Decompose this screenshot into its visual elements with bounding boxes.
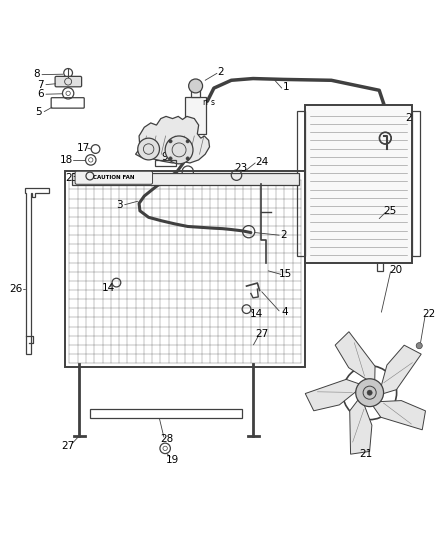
Polygon shape: [305, 379, 360, 411]
Text: 9: 9: [162, 152, 168, 162]
Bar: [305, 104, 412, 263]
Polygon shape: [350, 399, 372, 454]
Bar: [297, 111, 305, 256]
Circle shape: [186, 157, 189, 160]
Polygon shape: [335, 332, 375, 381]
Text: 15: 15: [279, 269, 292, 279]
Text: 20: 20: [389, 265, 403, 275]
Polygon shape: [373, 401, 425, 430]
Text: 6: 6: [37, 89, 44, 99]
Text: s: s: [211, 98, 215, 107]
Circle shape: [169, 157, 172, 160]
Text: 27: 27: [255, 329, 268, 339]
Text: 3: 3: [116, 200, 122, 209]
Polygon shape: [381, 345, 421, 394]
Text: 2: 2: [406, 112, 412, 123]
Circle shape: [189, 79, 202, 93]
Text: 25: 25: [383, 206, 397, 216]
Bar: [71, 173, 299, 185]
Text: 28: 28: [160, 434, 173, 444]
Text: 2: 2: [184, 175, 191, 185]
Circle shape: [416, 343, 422, 349]
FancyBboxPatch shape: [75, 171, 152, 184]
Circle shape: [138, 138, 159, 160]
Text: 8: 8: [33, 69, 40, 79]
Text: 14: 14: [250, 309, 263, 319]
Text: 2: 2: [217, 67, 224, 77]
Text: 23: 23: [65, 173, 78, 183]
Polygon shape: [136, 116, 209, 163]
FancyBboxPatch shape: [55, 76, 81, 87]
Text: 22: 22: [423, 309, 436, 319]
Text: 1: 1: [283, 82, 289, 92]
Bar: [65, 171, 305, 367]
Circle shape: [186, 140, 189, 143]
Circle shape: [356, 379, 384, 407]
Text: 21: 21: [360, 449, 373, 459]
Bar: [357, 202, 383, 250]
Circle shape: [367, 390, 372, 395]
Text: 23: 23: [234, 163, 247, 173]
Text: 4: 4: [281, 307, 288, 317]
Text: 5: 5: [35, 108, 42, 117]
Bar: [155, 160, 176, 166]
Text: 26: 26: [10, 284, 23, 294]
Text: 24: 24: [255, 157, 268, 167]
Bar: [90, 409, 242, 418]
Text: 27: 27: [61, 441, 75, 451]
Text: 18: 18: [60, 155, 74, 165]
Text: n: n: [202, 98, 207, 107]
Text: 19: 19: [166, 455, 179, 465]
Circle shape: [169, 140, 172, 143]
Bar: [185, 97, 206, 134]
Text: 14: 14: [102, 283, 115, 293]
Text: 17: 17: [77, 143, 90, 153]
Bar: [412, 111, 420, 256]
Text: 7: 7: [37, 79, 44, 90]
Text: CAUTION FAN: CAUTION FAN: [93, 175, 134, 180]
Text: 2: 2: [280, 230, 287, 240]
Circle shape: [165, 136, 193, 164]
Bar: [191, 87, 200, 97]
